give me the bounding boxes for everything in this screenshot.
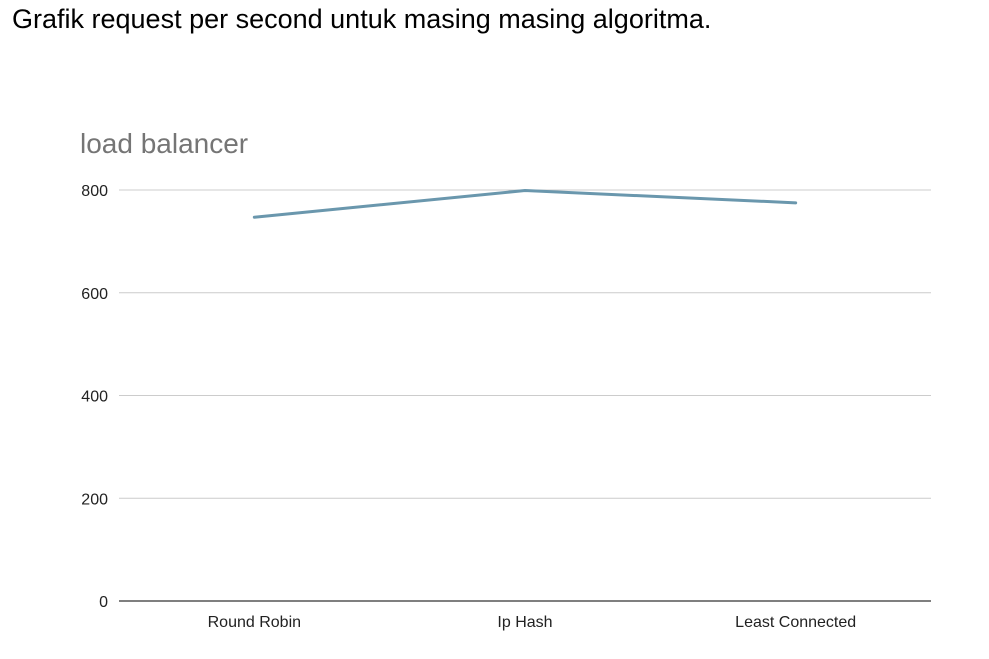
x-tick-label: Ip Hash [497, 614, 552, 631]
series-layer [252, 189, 798, 219]
y-tick-label: 200 [81, 491, 108, 508]
x-tick-label: Least Connected [735, 614, 856, 631]
x-axis-tick-labels: Round Robin Ip Hash Least Connected [208, 614, 857, 631]
series-line [252, 189, 798, 219]
y-tick-label: 400 [81, 389, 108, 406]
x-tick-label: Round Robin [208, 614, 301, 631]
document-heading: Grafik request per second untuk masing m… [12, 4, 712, 34]
y-tick-label: 800 [81, 183, 108, 200]
y-tick-label: 600 [81, 286, 108, 303]
chart-title: load balancer [80, 128, 248, 159]
y-tick-label: 0 [99, 594, 108, 611]
gridlines [119, 189, 931, 602]
y-axis-tick-labels: 0 200 400 600 800 [81, 183, 108, 611]
